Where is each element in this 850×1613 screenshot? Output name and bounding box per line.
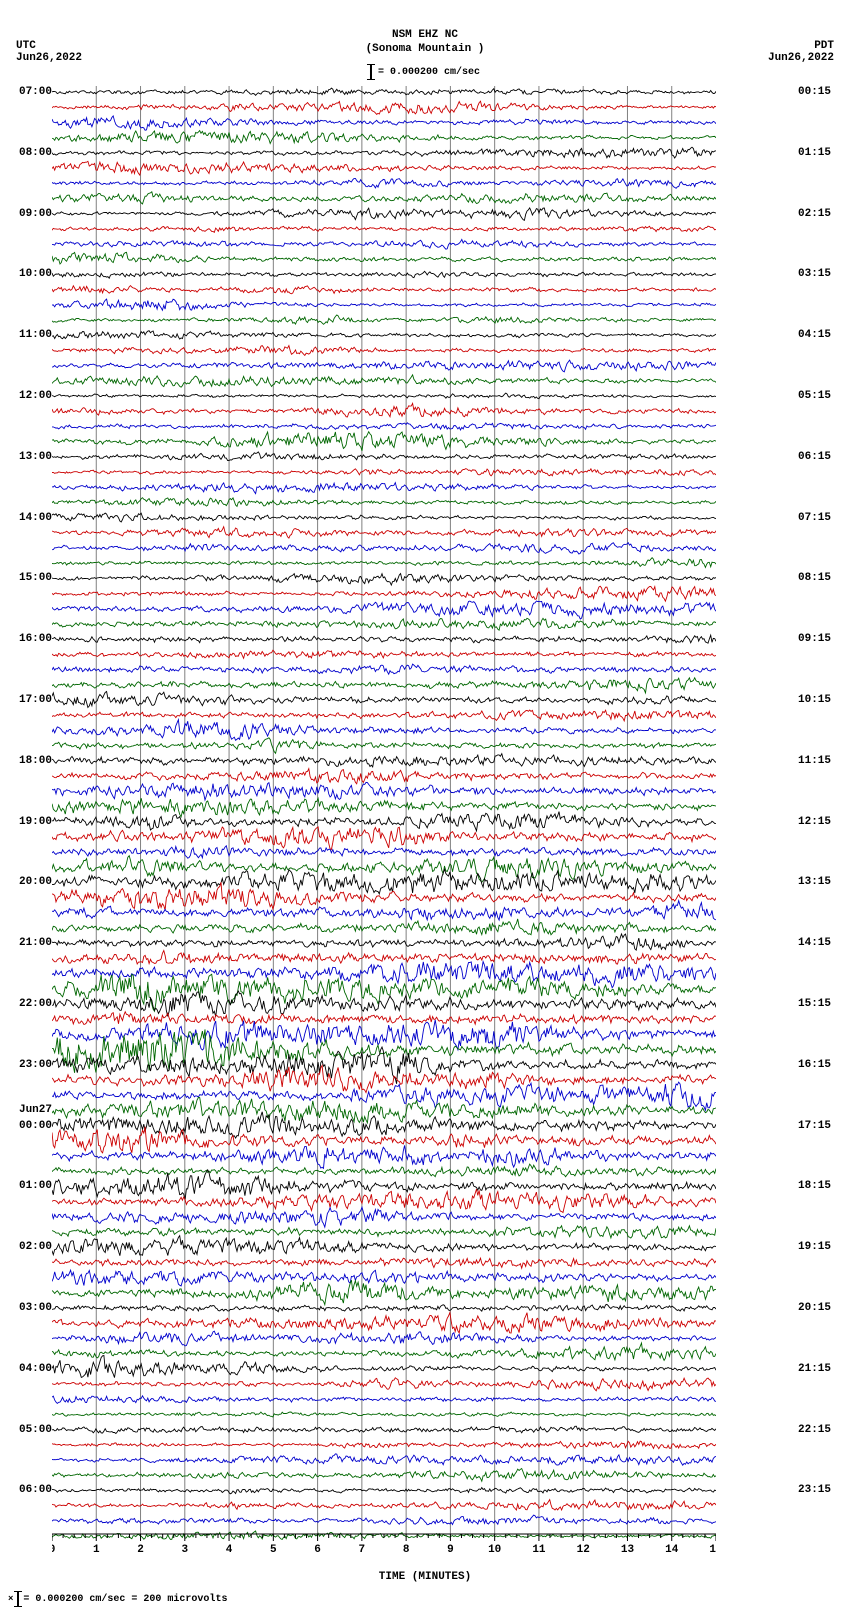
svg-text:1: 1 — [93, 1544, 100, 1556]
svg-text:3: 3 — [181, 1544, 188, 1556]
svg-text:4: 4 — [226, 1544, 233, 1556]
tz-left-date: Jun26,2022 — [16, 52, 82, 64]
scale-bar-icon — [370, 64, 372, 80]
svg-text:8: 8 — [403, 1544, 410, 1556]
svg-text:7: 7 — [359, 1544, 366, 1556]
hour-label: 02:15 — [798, 209, 831, 220]
hour-label: 07:00 — [19, 87, 52, 98]
svg-text:15: 15 — [709, 1544, 716, 1556]
hour-label: Jun27 — [19, 1105, 52, 1116]
svg-text:13: 13 — [621, 1544, 635, 1556]
hour-label: 22:15 — [798, 1425, 831, 1436]
hour-label: 12:15 — [798, 817, 831, 828]
helicorder-page: NSM EHZ NC (Sonoma Mountain ) = 0.000200… — [0, 0, 850, 1613]
hour-label: 21:15 — [798, 1364, 831, 1375]
hour-label: 20:00 — [19, 877, 52, 888]
hour-label: 02:00 — [19, 1242, 52, 1253]
footer-text: = 0.000200 cm/sec = 200 microvolts — [23, 1594, 227, 1605]
hour-label: 08:00 — [19, 148, 52, 159]
hour-label: 11:00 — [19, 330, 52, 341]
hour-label: 18:15 — [798, 1181, 831, 1192]
helicorder-plot: 0123456789101112131415 — [52, 86, 716, 1556]
svg-text:5: 5 — [270, 1544, 277, 1556]
hour-label: 23:15 — [798, 1485, 831, 1496]
hour-label: 19:00 — [19, 817, 52, 828]
hour-label: 01:15 — [798, 148, 831, 159]
hour-label: 16:15 — [798, 1060, 831, 1071]
scale-hint: = 0.000200 cm/sec — [370, 64, 480, 80]
svg-text:6: 6 — [314, 1544, 321, 1556]
timezone-right: PDT Jun26,2022 — [768, 40, 834, 64]
hour-label: 18:00 — [19, 756, 52, 767]
hour-label: 13:00 — [19, 452, 52, 463]
hour-label: 10:15 — [798, 695, 831, 706]
hour-label: 07:15 — [798, 513, 831, 524]
hour-label: 23:00 — [19, 1060, 52, 1071]
hour-label: 14:00 — [19, 513, 52, 524]
hour-label: 09:15 — [798, 634, 831, 645]
hour-label: 16:00 — [19, 634, 52, 645]
hour-label: 22:00 — [19, 999, 52, 1010]
hour-label: 11:15 — [798, 756, 831, 767]
header: NSM EHZ NC (Sonoma Mountain ) — [0, 28, 850, 56]
svg-text:12: 12 — [577, 1544, 590, 1556]
hour-label: 21:00 — [19, 938, 52, 949]
timezone-left: UTC Jun26,2022 — [16, 40, 82, 64]
hour-label: 17:00 — [19, 695, 52, 706]
tz-right-date: Jun26,2022 — [768, 52, 834, 64]
hour-label: 20:15 — [798, 1303, 831, 1314]
station-name: (Sonoma Mountain ) — [0, 42, 850, 56]
footer-scale-bar-icon — [17, 1591, 19, 1607]
hour-label: 01:00 — [19, 1181, 52, 1192]
tz-right-label: PDT — [768, 40, 834, 52]
svg-text:9: 9 — [447, 1544, 454, 1556]
footer: × = 0.000200 cm/sec = 200 microvolts — [8, 1591, 227, 1607]
hour-label: 09:00 — [19, 209, 52, 220]
hour-label: 05:15 — [798, 391, 831, 402]
tz-left-label: UTC — [16, 40, 82, 52]
hour-label: 17:15 — [798, 1121, 831, 1132]
hour-label: 06:00 — [19, 1485, 52, 1496]
hour-label: 15:15 — [798, 999, 831, 1010]
hour-label: 04:00 — [19, 1364, 52, 1375]
station-code: NSM EHZ NC — [0, 28, 850, 42]
hour-label: 06:15 — [798, 452, 831, 463]
hour-label: 03:00 — [19, 1303, 52, 1314]
hour-label: 03:15 — [798, 269, 831, 280]
svg-text:2: 2 — [137, 1544, 144, 1556]
svg-text:11: 11 — [532, 1544, 546, 1556]
svg-text:10: 10 — [488, 1544, 501, 1556]
svg-text:14: 14 — [665, 1544, 679, 1556]
hour-label: 13:15 — [798, 877, 831, 888]
hour-label: 00:15 — [798, 87, 831, 98]
xaxis-label: TIME (MINUTES) — [0, 1571, 850, 1583]
hour-label: 10:00 — [19, 269, 52, 280]
svg-text:0: 0 — [52, 1544, 55, 1556]
hour-label: 19:15 — [798, 1242, 831, 1253]
hour-label: 08:15 — [798, 573, 831, 584]
hour-label: 04:15 — [798, 330, 831, 341]
hour-label: 00:00 — [19, 1121, 52, 1132]
scale-hint-text: = 0.000200 cm/sec — [378, 67, 480, 78]
hour-label: 14:15 — [798, 938, 831, 949]
hour-label: 12:00 — [19, 391, 52, 402]
hour-label: 05:00 — [19, 1425, 52, 1436]
hour-label: 15:00 — [19, 573, 52, 584]
